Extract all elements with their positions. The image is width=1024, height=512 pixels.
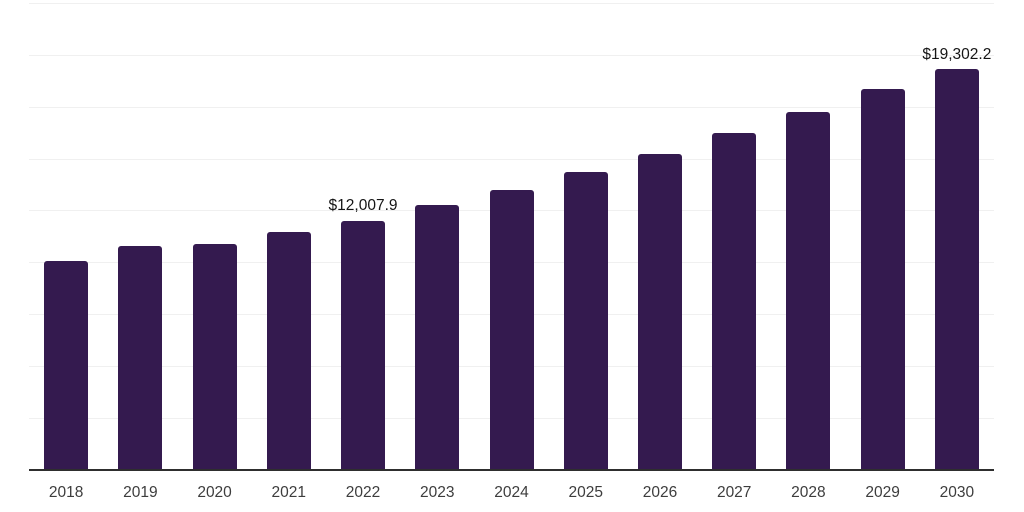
gridline-15000 xyxy=(29,158,994,160)
value-label-2030: $19,302.2 xyxy=(922,45,992,63)
x-tick-2023: 2023 xyxy=(420,484,455,501)
x-tick-2027: 2027 xyxy=(716,484,752,501)
bar-2030 xyxy=(934,69,979,470)
bar-2023 xyxy=(415,204,460,470)
x-tick-2019: 2019 xyxy=(123,484,158,501)
bar-2024 xyxy=(489,189,534,470)
x-tick-2024: 2024 xyxy=(494,484,529,501)
x-tick-2022: 2022 xyxy=(345,484,381,501)
bar-2021 xyxy=(266,232,311,470)
x-tick-2020: 2020 xyxy=(197,484,232,501)
x-tick-2018: 2018 xyxy=(48,484,84,501)
x-tick-2028: 2028 xyxy=(791,484,826,501)
x-tick-2030: 2030 xyxy=(939,484,975,501)
bar-2026 xyxy=(637,153,682,470)
x-axis-tick-labels: 2018 2019 2020 2021 2022 2023 2024 2025 2026 2027… xyxy=(29,484,994,504)
bar-2019 xyxy=(118,246,163,470)
bar-2029 xyxy=(860,89,905,470)
x-tick-2026: 2026 xyxy=(642,484,678,501)
gridline-20000 xyxy=(29,54,994,56)
bar-2020 xyxy=(192,244,237,470)
x-tick-2025: 2025 xyxy=(568,484,603,501)
x-tick-2029: 2029 xyxy=(865,484,900,501)
x-axis-line xyxy=(29,469,994,471)
bar-2025 xyxy=(563,171,608,470)
x-tick-2021: 2021 xyxy=(271,484,307,501)
bar-2018 xyxy=(44,261,89,470)
plot-area: $12,007.9 $19,302.2 xyxy=(29,3,994,470)
bar-2028 xyxy=(786,112,831,470)
gridline-17500 xyxy=(29,106,994,108)
bar-2022 xyxy=(341,220,386,470)
gridline-22500 xyxy=(29,3,994,4)
bar-2027 xyxy=(712,133,757,470)
value-label-2022: $12,007.9 xyxy=(328,197,398,215)
